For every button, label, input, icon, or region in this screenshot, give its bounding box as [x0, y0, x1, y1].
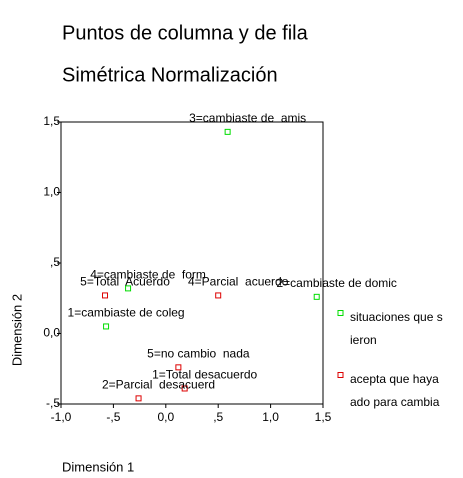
point-label: 5=Total Acuerdo	[80, 275, 170, 289]
legend-marker	[337, 310, 344, 316]
legend-label: ieron	[350, 333, 377, 347]
y-tick-label: 1,0	[43, 185, 60, 199]
y-tick-label: -,5	[46, 396, 60, 410]
legend-label: acepta que haya	[350, 372, 439, 386]
x-tick-label: ,5	[213, 410, 223, 424]
x-tick-label: -1,0	[51, 410, 72, 424]
x-tick-label: -,5	[106, 410, 120, 424]
legend-marker	[337, 372, 344, 378]
point	[102, 292, 109, 299]
chart-title: Puntos de columna y de fila	[62, 22, 309, 44]
point	[103, 323, 110, 330]
point	[181, 385, 188, 392]
point	[224, 128, 231, 135]
y-tick-label: ,5	[50, 255, 60, 269]
plot-frame	[60, 121, 324, 405]
point-label: 4=Parcial acuerdo	[188, 275, 289, 289]
point-label: 2=Parcial desacuerd	[102, 378, 215, 392]
legend-label: situaciones que s	[350, 310, 443, 324]
x-tick-label: 1,0	[262, 410, 279, 424]
y-tick-label: 1,5	[43, 114, 60, 128]
point	[175, 364, 182, 371]
point-label: 2=cambiaste de domic	[277, 276, 397, 290]
point-label: 3=cambiaste de amis	[189, 111, 306, 125]
point	[125, 285, 132, 292]
x-axis-label: Dimensión 1	[62, 459, 134, 474]
y-axis-label: Dimensión 2	[9, 294, 24, 366]
x-tick-label: 1,5	[315, 410, 332, 424]
point-label: 4=cambiaste de form	[90, 268, 206, 282]
point-label: 1=Total desacuerdo	[152, 368, 257, 382]
x-tick-label: 0,0	[157, 410, 174, 424]
chart-subtitle: Simétrica Normalización	[62, 64, 278, 86]
point-label: 1=cambiaste de coleg	[68, 306, 185, 320]
legend-label: ado para cambia	[350, 395, 440, 409]
point	[313, 293, 320, 300]
point-label: 5=no cambio nada	[147, 347, 250, 361]
point	[215, 292, 222, 299]
point	[135, 395, 142, 402]
y-tick-label: 0,0	[43, 326, 60, 340]
